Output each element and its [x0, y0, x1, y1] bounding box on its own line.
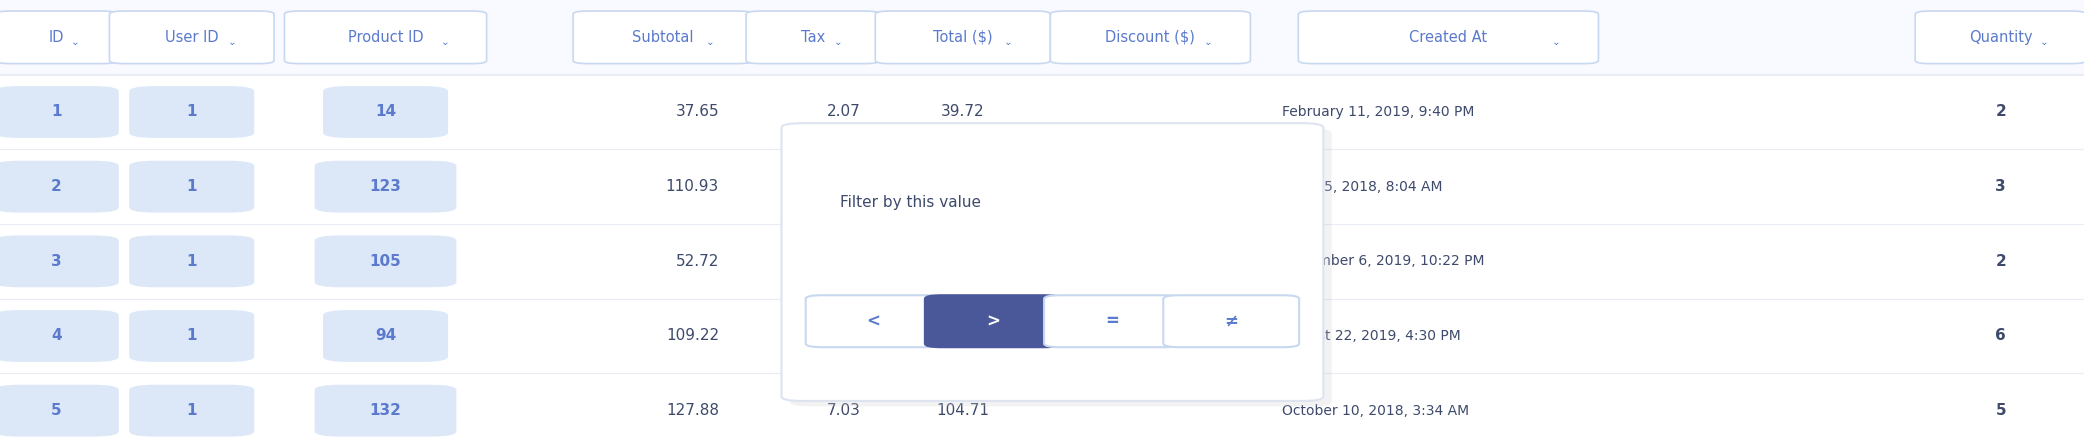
Text: 6.01: 6.01	[827, 328, 861, 344]
Text: 109.22: 109.22	[667, 328, 719, 344]
Text: Total ($): Total ($)	[934, 30, 992, 45]
FancyBboxPatch shape	[925, 295, 1061, 347]
Text: 2: 2	[50, 179, 63, 194]
FancyBboxPatch shape	[129, 161, 254, 212]
Text: 1: 1	[185, 254, 198, 269]
Text: ⌄: ⌄	[834, 37, 842, 47]
FancyBboxPatch shape	[283, 11, 486, 64]
Text: 117.03: 117.03	[936, 179, 990, 194]
Text: 14: 14	[375, 104, 396, 120]
Text: 123: 123	[369, 179, 402, 194]
Text: <: <	[867, 312, 882, 330]
FancyBboxPatch shape	[573, 11, 752, 64]
Text: 1: 1	[185, 328, 198, 344]
Text: Subtotal: Subtotal	[631, 30, 694, 45]
Text: 1: 1	[185, 104, 198, 120]
Text: 1: 1	[185, 179, 198, 194]
FancyBboxPatch shape	[1163, 295, 1298, 347]
Text: Filter by this value: Filter by this value	[840, 195, 982, 211]
Text: ⌄: ⌄	[1205, 37, 1213, 47]
FancyBboxPatch shape	[315, 235, 456, 287]
Text: 1: 1	[50, 104, 63, 120]
Text: 5: 5	[1994, 403, 2007, 418]
FancyBboxPatch shape	[782, 123, 1323, 401]
FancyBboxPatch shape	[0, 385, 119, 436]
FancyBboxPatch shape	[1050, 11, 1250, 64]
Text: December 6, 2019, 10:22 PM: December 6, 2019, 10:22 PM	[1282, 254, 1484, 268]
Text: 2.9: 2.9	[836, 254, 861, 269]
Text: 39.72: 39.72	[942, 104, 984, 120]
FancyBboxPatch shape	[1044, 295, 1180, 347]
FancyBboxPatch shape	[875, 11, 1050, 64]
FancyBboxPatch shape	[315, 385, 456, 436]
FancyBboxPatch shape	[0, 235, 119, 287]
FancyBboxPatch shape	[129, 310, 254, 362]
FancyBboxPatch shape	[108, 11, 273, 64]
Text: February 11, 2019, 9:40 PM: February 11, 2019, 9:40 PM	[1282, 105, 1473, 119]
FancyBboxPatch shape	[746, 11, 879, 64]
Text: 6: 6	[1994, 328, 2007, 344]
FancyBboxPatch shape	[807, 295, 942, 347]
Text: =: =	[1105, 312, 1119, 330]
FancyBboxPatch shape	[790, 129, 1332, 406]
Text: 94: 94	[375, 328, 396, 344]
Text: 5: 5	[50, 403, 63, 418]
FancyBboxPatch shape	[0, 310, 119, 362]
Text: 37.65: 37.65	[675, 104, 719, 120]
FancyBboxPatch shape	[129, 385, 254, 436]
Text: 105: 105	[369, 254, 402, 269]
Text: 110.93: 110.93	[665, 179, 719, 194]
FancyBboxPatch shape	[129, 235, 254, 287]
Text: August 22, 2019, 4:30 PM: August 22, 2019, 4:30 PM	[1282, 329, 1461, 343]
Text: 127.88: 127.88	[667, 403, 719, 418]
FancyBboxPatch shape	[0, 11, 117, 64]
Text: ≠: ≠	[1223, 312, 1238, 330]
Text: ID: ID	[48, 30, 65, 45]
Text: 4: 4	[50, 328, 63, 344]
FancyBboxPatch shape	[323, 310, 448, 362]
FancyBboxPatch shape	[323, 86, 448, 138]
Text: 2: 2	[1994, 104, 2007, 120]
FancyBboxPatch shape	[1915, 11, 2084, 64]
Text: May 15, 2018, 8:04 AM: May 15, 2018, 8:04 AM	[1282, 180, 1442, 194]
FancyBboxPatch shape	[129, 86, 254, 138]
FancyBboxPatch shape	[1298, 11, 1598, 64]
Text: ⌄: ⌄	[1004, 37, 1013, 47]
Text: Tax: Tax	[800, 30, 825, 45]
Text: 1: 1	[185, 403, 198, 418]
Text: Discount ($): Discount ($)	[1105, 30, 1196, 45]
FancyBboxPatch shape	[0, 161, 119, 212]
Text: 3: 3	[50, 254, 63, 269]
Text: ⌄: ⌄	[227, 37, 238, 47]
Text: ⌄: ⌄	[2040, 37, 2049, 47]
Text: Product ID: Product ID	[348, 30, 423, 45]
Text: >: >	[986, 312, 1000, 330]
Text: 132: 132	[369, 403, 402, 418]
Text: 104.71: 104.71	[936, 403, 990, 418]
Text: Quantity: Quantity	[1969, 30, 2032, 45]
Text: October 10, 2018, 3:34 AM: October 10, 2018, 3:34 AM	[1282, 404, 1469, 418]
Text: ⌄: ⌄	[1553, 37, 1561, 47]
FancyBboxPatch shape	[315, 161, 456, 212]
Text: 6.1: 6.1	[836, 179, 861, 194]
Text: 2.07: 2.07	[827, 104, 861, 120]
Text: 52.72: 52.72	[675, 254, 719, 269]
Text: ⌄: ⌄	[71, 37, 79, 47]
Text: User ID: User ID	[165, 30, 219, 45]
Text: ⌄: ⌄	[440, 37, 450, 47]
FancyBboxPatch shape	[0, 86, 119, 138]
Text: 7.03: 7.03	[827, 403, 861, 418]
Text: 2: 2	[1994, 254, 2007, 269]
FancyBboxPatch shape	[0, 0, 2084, 75]
Text: 3: 3	[1994, 179, 2007, 194]
Text: ⌄: ⌄	[706, 37, 715, 47]
Text: Created At: Created At	[1409, 30, 1488, 45]
